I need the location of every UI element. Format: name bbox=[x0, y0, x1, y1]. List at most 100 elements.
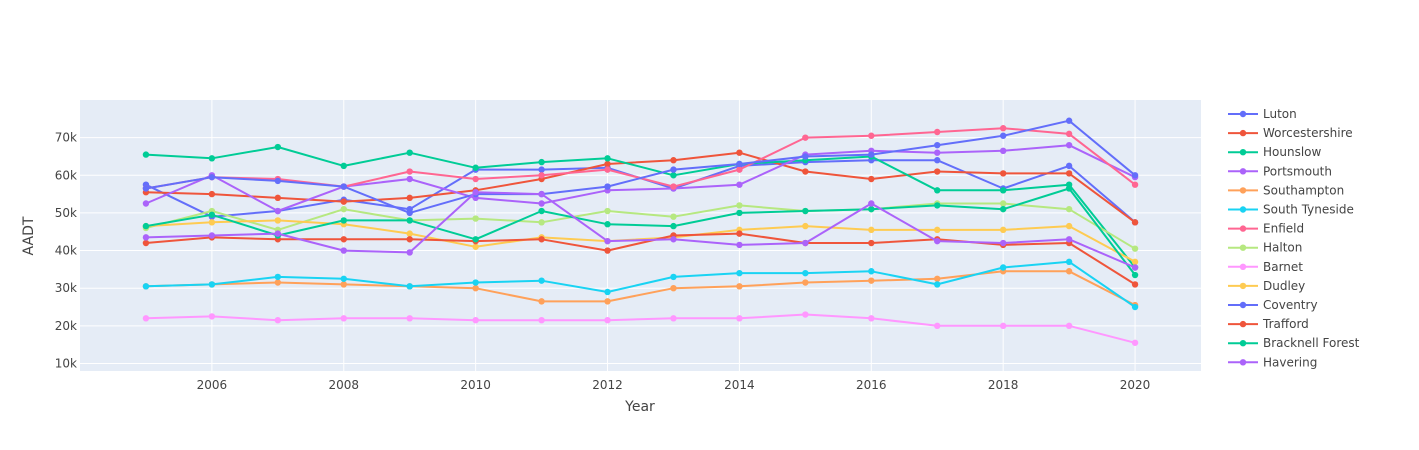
legend-item[interactable]: Worcestershire bbox=[1228, 126, 1353, 140]
data-point[interactable] bbox=[142, 222, 150, 230]
data-point[interactable] bbox=[340, 162, 347, 170]
data-point[interactable] bbox=[604, 183, 611, 190]
data-point[interactable] bbox=[1131, 245, 1139, 252]
data-point[interactable] bbox=[868, 200, 875, 207]
data-point[interactable] bbox=[208, 155, 216, 162]
data-point[interactable] bbox=[934, 157, 941, 164]
data-point[interactable] bbox=[1131, 258, 1139, 266]
data-point[interactable] bbox=[538, 200, 545, 207]
data-point[interactable] bbox=[1065, 141, 1073, 149]
data-point[interactable] bbox=[274, 279, 282, 286]
data-point[interactable] bbox=[604, 155, 611, 162]
data-point[interactable] bbox=[868, 239, 875, 247]
data-point[interactable] bbox=[472, 316, 479, 324]
legend-item[interactable]: Barnet bbox=[1228, 260, 1303, 274]
data-point[interactable] bbox=[868, 226, 875, 234]
series-coventry[interactable] bbox=[142, 117, 1139, 217]
data-point[interactable] bbox=[999, 147, 1007, 155]
data-point[interactable] bbox=[406, 249, 413, 256]
data-point[interactable] bbox=[406, 149, 413, 156]
series-line[interactable] bbox=[145, 191, 1136, 269]
data-point[interactable] bbox=[670, 157, 677, 164]
data-point[interactable] bbox=[604, 247, 611, 254]
data-point[interactable] bbox=[142, 234, 150, 241]
data-point[interactable] bbox=[274, 217, 282, 224]
data-point[interactable] bbox=[1131, 219, 1139, 226]
data-point[interactable] bbox=[472, 164, 479, 171]
data-point[interactable] bbox=[142, 283, 150, 290]
data-point[interactable] bbox=[340, 236, 347, 243]
legend-item[interactable]: Bracknell Forest bbox=[1228, 336, 1360, 350]
data-point[interactable] bbox=[736, 230, 743, 237]
data-point[interactable] bbox=[736, 315, 743, 322]
data-point[interactable] bbox=[736, 160, 743, 168]
legend-item[interactable]: Southampton bbox=[1228, 183, 1344, 197]
data-point[interactable] bbox=[538, 316, 545, 324]
series-bracknell-forest[interactable] bbox=[142, 185, 1139, 279]
data-point[interactable] bbox=[274, 207, 282, 215]
data-point[interactable] bbox=[538, 277, 545, 284]
legend-item[interactable]: Trafford bbox=[1228, 317, 1309, 331]
data-point[interactable] bbox=[934, 202, 941, 209]
data-point[interactable] bbox=[472, 236, 479, 243]
data-point[interactable] bbox=[934, 237, 941, 245]
data-point[interactable] bbox=[274, 194, 282, 202]
data-point[interactable] bbox=[406, 194, 413, 202]
data-point[interactable] bbox=[604, 237, 611, 245]
data-point[interactable] bbox=[274, 230, 282, 237]
data-point[interactable] bbox=[736, 209, 743, 217]
data-point[interactable] bbox=[208, 313, 216, 320]
data-point[interactable] bbox=[1065, 185, 1073, 192]
data-point[interactable] bbox=[934, 275, 941, 282]
data-point[interactable] bbox=[604, 160, 611, 168]
data-point[interactable] bbox=[934, 168, 941, 175]
data-point[interactable] bbox=[999, 125, 1007, 132]
data-point[interactable] bbox=[274, 273, 282, 281]
series-line[interactable] bbox=[145, 146, 1136, 269]
data-point[interactable] bbox=[406, 283, 413, 290]
data-point[interactable] bbox=[1065, 322, 1073, 330]
data-point[interactable] bbox=[736, 283, 743, 290]
data-point[interactable] bbox=[736, 241, 743, 249]
data-point[interactable] bbox=[340, 275, 347, 282]
series-line[interactable] bbox=[145, 144, 1136, 212]
data-point[interactable] bbox=[868, 268, 875, 275]
data-point[interactable] bbox=[868, 205, 875, 213]
data-point[interactable] bbox=[1065, 170, 1073, 177]
legend-item[interactable]: Luton bbox=[1228, 107, 1297, 121]
data-point[interactable] bbox=[340, 183, 347, 190]
data-point[interactable] bbox=[142, 239, 150, 247]
data-point[interactable] bbox=[604, 298, 611, 305]
data-point[interactable] bbox=[999, 170, 1007, 177]
data-point[interactable] bbox=[1065, 162, 1073, 170]
data-point[interactable] bbox=[604, 288, 611, 296]
data-point[interactable] bbox=[868, 277, 875, 284]
data-point[interactable] bbox=[736, 202, 743, 209]
data-point[interactable] bbox=[999, 187, 1007, 194]
data-point[interactable] bbox=[1065, 205, 1073, 213]
series-havering[interactable] bbox=[142, 189, 1139, 271]
data-point[interactable] bbox=[406, 175, 413, 183]
data-point[interactable] bbox=[340, 217, 347, 224]
data-point[interactable] bbox=[934, 226, 941, 234]
data-point[interactable] bbox=[999, 322, 1007, 330]
legend-item[interactable]: South Tyneside bbox=[1228, 203, 1354, 217]
data-point[interactable] bbox=[340, 205, 347, 213]
data-point[interactable] bbox=[1131, 172, 1139, 179]
data-point[interactable] bbox=[208, 211, 216, 218]
data-point[interactable] bbox=[802, 222, 809, 230]
data-point[interactable] bbox=[406, 209, 413, 217]
data-point[interactable] bbox=[208, 219, 216, 226]
series-barnet[interactable] bbox=[142, 311, 1139, 346]
data-point[interactable] bbox=[1065, 268, 1073, 275]
data-point[interactable] bbox=[736, 269, 743, 277]
data-point[interactable] bbox=[736, 181, 743, 188]
data-point[interactable] bbox=[538, 236, 545, 243]
data-point[interactable] bbox=[1065, 236, 1073, 243]
data-point[interactable] bbox=[999, 226, 1007, 234]
data-point[interactable] bbox=[670, 172, 677, 179]
data-point[interactable] bbox=[736, 166, 743, 173]
data-point[interactable] bbox=[274, 316, 282, 324]
data-point[interactable] bbox=[340, 198, 347, 205]
data-point[interactable] bbox=[1131, 181, 1139, 188]
